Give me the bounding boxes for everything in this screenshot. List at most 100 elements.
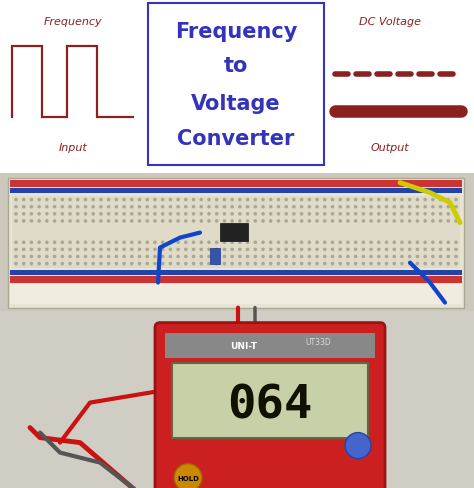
Circle shape	[293, 213, 295, 216]
Circle shape	[208, 242, 210, 244]
Circle shape	[316, 213, 318, 216]
Circle shape	[200, 242, 202, 244]
Circle shape	[84, 263, 87, 265]
Circle shape	[61, 221, 64, 223]
Circle shape	[432, 242, 434, 244]
Circle shape	[138, 256, 141, 258]
Circle shape	[92, 242, 94, 244]
Circle shape	[262, 213, 264, 216]
Circle shape	[100, 256, 102, 258]
Circle shape	[416, 213, 419, 216]
Circle shape	[174, 464, 202, 488]
Circle shape	[254, 263, 256, 265]
Circle shape	[409, 242, 411, 244]
Circle shape	[362, 256, 365, 258]
Circle shape	[84, 199, 87, 201]
Circle shape	[115, 206, 118, 208]
Circle shape	[331, 206, 334, 208]
Bar	[8, 178, 464, 308]
Circle shape	[277, 242, 280, 244]
Circle shape	[246, 256, 249, 258]
Bar	[10, 180, 462, 187]
Circle shape	[370, 256, 372, 258]
Circle shape	[146, 256, 148, 258]
Circle shape	[162, 256, 164, 258]
Circle shape	[324, 206, 326, 208]
Circle shape	[285, 249, 287, 251]
Circle shape	[115, 256, 118, 258]
Circle shape	[169, 206, 172, 208]
FancyBboxPatch shape	[155, 323, 385, 488]
Circle shape	[362, 221, 365, 223]
Circle shape	[370, 242, 372, 244]
Circle shape	[216, 249, 218, 251]
Circle shape	[138, 221, 141, 223]
Circle shape	[416, 256, 419, 258]
Circle shape	[324, 249, 326, 251]
Circle shape	[385, 242, 388, 244]
Circle shape	[316, 221, 318, 223]
Circle shape	[223, 256, 226, 258]
Circle shape	[131, 263, 133, 265]
Circle shape	[270, 199, 272, 201]
Bar	[0, 0, 474, 173]
Circle shape	[177, 249, 179, 251]
Circle shape	[270, 263, 272, 265]
Circle shape	[347, 206, 349, 208]
Bar	[210, 248, 220, 264]
Circle shape	[362, 199, 365, 201]
Circle shape	[200, 263, 202, 265]
Circle shape	[385, 263, 388, 265]
Circle shape	[15, 213, 17, 216]
Bar	[0, 311, 474, 488]
Circle shape	[378, 249, 380, 251]
Circle shape	[54, 213, 56, 216]
Circle shape	[331, 263, 334, 265]
Circle shape	[277, 263, 280, 265]
Circle shape	[131, 221, 133, 223]
Circle shape	[223, 213, 226, 216]
Circle shape	[100, 206, 102, 208]
Circle shape	[154, 242, 156, 244]
Circle shape	[23, 263, 25, 265]
Bar	[220, 223, 248, 241]
Circle shape	[270, 213, 272, 216]
Circle shape	[409, 221, 411, 223]
Circle shape	[223, 206, 226, 208]
Circle shape	[277, 249, 280, 251]
Circle shape	[30, 206, 33, 208]
Circle shape	[77, 242, 79, 244]
Circle shape	[38, 221, 40, 223]
Circle shape	[262, 242, 264, 244]
Circle shape	[409, 249, 411, 251]
Circle shape	[38, 256, 40, 258]
Circle shape	[115, 263, 118, 265]
Circle shape	[54, 206, 56, 208]
Circle shape	[308, 206, 310, 208]
Circle shape	[416, 242, 419, 244]
Circle shape	[385, 256, 388, 258]
Circle shape	[185, 221, 187, 223]
Circle shape	[424, 206, 426, 208]
Circle shape	[370, 206, 372, 208]
Circle shape	[115, 213, 118, 216]
Circle shape	[239, 242, 241, 244]
Circle shape	[208, 249, 210, 251]
Circle shape	[69, 242, 71, 244]
Circle shape	[331, 242, 334, 244]
Circle shape	[378, 263, 380, 265]
Circle shape	[46, 263, 48, 265]
Circle shape	[15, 206, 17, 208]
Circle shape	[270, 221, 272, 223]
Circle shape	[38, 263, 40, 265]
Circle shape	[439, 213, 442, 216]
Bar	[12, 196, 460, 268]
Circle shape	[393, 256, 395, 258]
Circle shape	[162, 206, 164, 208]
Circle shape	[208, 256, 210, 258]
Circle shape	[285, 263, 287, 265]
Circle shape	[331, 249, 334, 251]
Circle shape	[92, 221, 94, 223]
Circle shape	[46, 199, 48, 201]
Circle shape	[393, 249, 395, 251]
